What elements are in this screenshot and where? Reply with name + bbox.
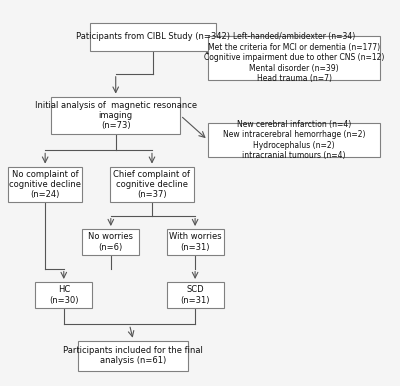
FancyBboxPatch shape [110,166,194,202]
FancyBboxPatch shape [167,229,224,256]
FancyBboxPatch shape [78,340,188,371]
Text: With worries
(n=31): With worries (n=31) [169,232,222,252]
Text: SCD
(n=31): SCD (n=31) [180,285,210,305]
FancyBboxPatch shape [82,229,139,256]
Text: No worries
(n=6): No worries (n=6) [88,232,133,252]
Text: Participants included for the final
analysis (n=61): Participants included for the final anal… [64,346,203,366]
Text: Chief complaint of
cognitive decline
(n=37): Chief complaint of cognitive decline (n=… [114,169,190,200]
FancyBboxPatch shape [51,96,180,134]
FancyBboxPatch shape [35,282,92,308]
Text: No complaint of
cognitive decline
(n=24): No complaint of cognitive decline (n=24) [9,169,81,200]
FancyBboxPatch shape [90,23,216,51]
Text: Left-handed/ambidexter (n=34)
Met the criteria for MCI or dementia (n=177)
Cogni: Left-handed/ambidexter (n=34) Met the cr… [204,32,384,83]
Text: HC
(n=30): HC (n=30) [49,285,78,305]
FancyBboxPatch shape [208,36,380,80]
FancyBboxPatch shape [208,123,380,157]
Text: New cerebral infarction (n=4)
New intracerebral hemorrhage (n=2)
Hydrocephalus (: New cerebral infarction (n=4) New intrac… [223,120,365,160]
Text: Paticipants from CIBL Study (n=342): Paticipants from CIBL Study (n=342) [76,32,230,41]
FancyBboxPatch shape [8,166,82,202]
Text: Initial analysis of  magnetic resonance
imaging
(n=73): Initial analysis of magnetic resonance i… [35,100,197,130]
FancyBboxPatch shape [167,282,224,308]
